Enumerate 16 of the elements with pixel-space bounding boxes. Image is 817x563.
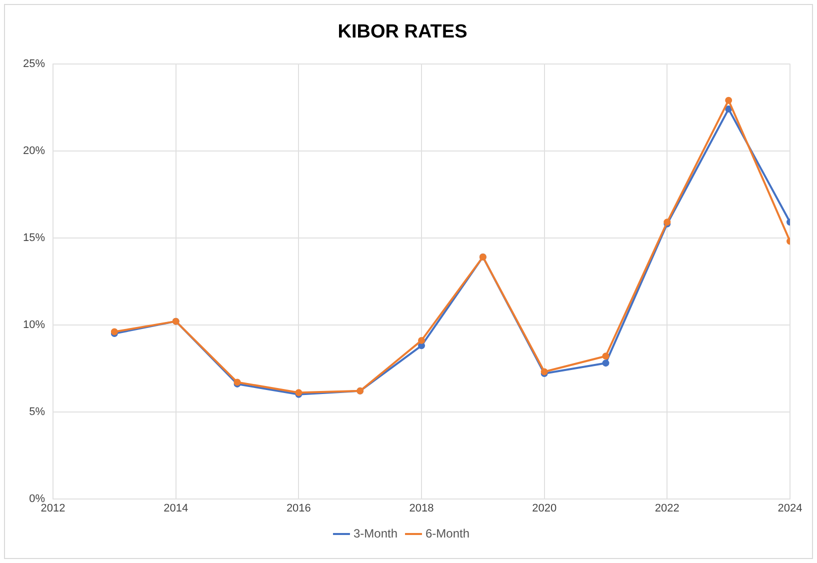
x-tick-label: 2024 [778,502,802,514]
legend-label: 3-Month [353,526,398,540]
y-tick-label: 0% [29,492,46,505]
legend-label: 6-Month [426,526,470,540]
x-tick-label: 2014 [164,502,188,514]
x-tick-label: 2022 [654,502,680,514]
x-tick-label: 2016 [286,502,311,514]
y-tick-label: 10% [22,318,46,331]
x-tick-label: 2012 [40,502,66,514]
y-tick-label: 25% [22,58,46,70]
x-tick-label: 2020 [532,502,557,514]
y-tick-label: 20% [22,144,46,157]
y-tick-label: 15% [22,232,46,244]
y-tick-label: 5% [29,406,46,418]
x-tick-label: 2018 [409,502,434,514]
chart-title: KIBOR RATES [338,22,468,43]
